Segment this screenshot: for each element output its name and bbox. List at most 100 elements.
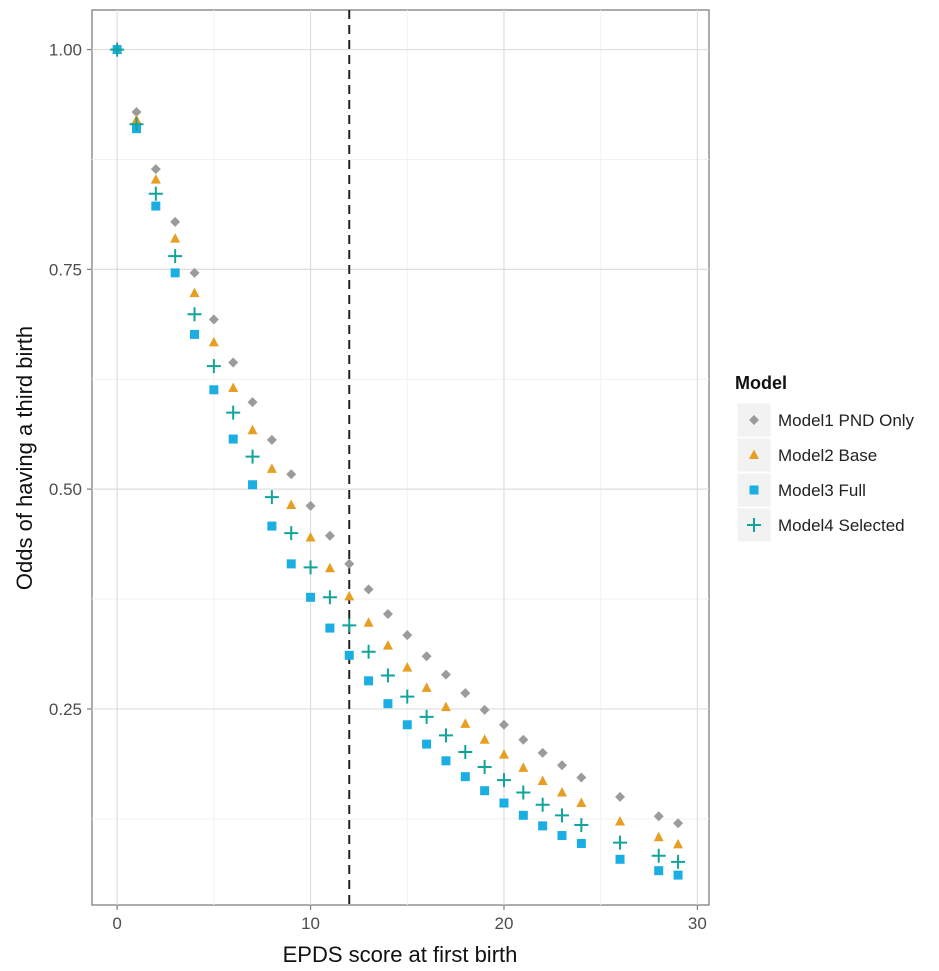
- y-axis-ticks: 0.25 0.50 0.75 1.00: [49, 41, 92, 719]
- data-point: [383, 699, 393, 709]
- data-point: [615, 854, 625, 864]
- data-point: [537, 775, 548, 786]
- data-point: [228, 382, 239, 393]
- data-point: [322, 590, 337, 605]
- data-point: [209, 385, 219, 395]
- data-point: [148, 186, 163, 201]
- x-tick-label: 20: [495, 914, 514, 933]
- data-point: [266, 434, 277, 445]
- data-point: [382, 640, 393, 650]
- data-point: [613, 835, 628, 850]
- data-point: [344, 558, 355, 569]
- data-point: [440, 701, 451, 712]
- data-point: [325, 623, 335, 633]
- data-point: [576, 838, 586, 848]
- y-tick-label: 1.00: [49, 41, 82, 60]
- data-point: [460, 772, 470, 782]
- plot-panel: [91, 9, 710, 906]
- data-point: [187, 307, 202, 322]
- data-point: [438, 728, 453, 743]
- data-point: [557, 760, 568, 771]
- data-point: [673, 818, 684, 829]
- data-point: [110, 42, 125, 57]
- x-tick-label: 10: [301, 914, 320, 933]
- data-point: [228, 434, 238, 444]
- data-point: [247, 424, 258, 435]
- data-point: [537, 747, 548, 758]
- data-point: [653, 811, 664, 822]
- data-point: [286, 469, 297, 480]
- data-point: [131, 106, 142, 117]
- data-point: [458, 745, 473, 760]
- data-point: [286, 499, 297, 509]
- data-point: [498, 749, 509, 759]
- data-point: [170, 233, 181, 243]
- y-tick-label: 0.25: [49, 700, 82, 719]
- data-point: [477, 759, 492, 774]
- data-point: [615, 791, 626, 802]
- legend-key-marker: [749, 449, 759, 459]
- data-point: [518, 762, 529, 772]
- data-point: [303, 560, 318, 575]
- series-group: [112, 44, 684, 849]
- legend-title: Model: [735, 373, 787, 393]
- data-point: [264, 490, 279, 505]
- x-tick-label: 30: [688, 914, 707, 933]
- data-point: [402, 662, 413, 672]
- data-point: [286, 559, 296, 569]
- data-point: [460, 718, 471, 728]
- data-point: [651, 848, 666, 863]
- legend-label: Model4 Selected: [778, 516, 905, 535]
- data-point: [206, 359, 221, 374]
- data-point: [151, 201, 161, 211]
- data-point: [615, 815, 626, 826]
- data-point: [574, 817, 589, 832]
- data-point: [400, 689, 415, 704]
- data-point: [364, 676, 374, 686]
- data-point: [673, 838, 684, 849]
- data-point: [344, 590, 355, 601]
- series-group: [112, 45, 683, 880]
- data-point: [170, 216, 181, 227]
- data-point: [422, 739, 432, 749]
- legend-key-marker: [749, 415, 759, 425]
- x-axis-ticks: 0 10 20 30: [112, 905, 707, 933]
- data-point: [499, 798, 509, 808]
- data-points: [110, 42, 686, 880]
- data-point: [208, 336, 219, 347]
- data-point: [226, 405, 241, 420]
- data-point: [189, 287, 200, 298]
- series-group: [112, 44, 684, 829]
- data-point: [363, 617, 374, 627]
- data-point: [324, 562, 335, 573]
- data-point: [380, 668, 395, 683]
- data-point: [576, 797, 587, 808]
- data-point: [363, 584, 374, 595]
- data-point: [421, 682, 432, 692]
- data-point: [306, 592, 316, 602]
- y-tick-label: 0.50: [49, 480, 82, 499]
- data-point: [498, 719, 509, 730]
- data-point: [247, 397, 258, 408]
- data-point: [266, 463, 277, 473]
- x-tick-label: 0: [112, 914, 121, 933]
- data-point: [421, 651, 432, 662]
- data-point: [305, 500, 316, 511]
- data-point: [440, 669, 451, 680]
- legend-key-marker: [749, 485, 759, 495]
- data-point: [557, 786, 568, 797]
- data-point: [402, 630, 413, 641]
- data-point: [248, 480, 258, 490]
- data-point: [576, 772, 587, 783]
- data-point: [419, 709, 434, 724]
- data-point: [460, 688, 471, 699]
- legend-label: Model3 Full: [778, 481, 866, 500]
- y-tick-label: 0.75: [49, 260, 82, 279]
- data-point: [402, 720, 412, 730]
- x-axis-title: EPDS score at first birth: [283, 942, 518, 967]
- data-point: [170, 268, 180, 278]
- data-point: [538, 821, 548, 831]
- data-point: [518, 734, 529, 745]
- data-point: [555, 808, 570, 823]
